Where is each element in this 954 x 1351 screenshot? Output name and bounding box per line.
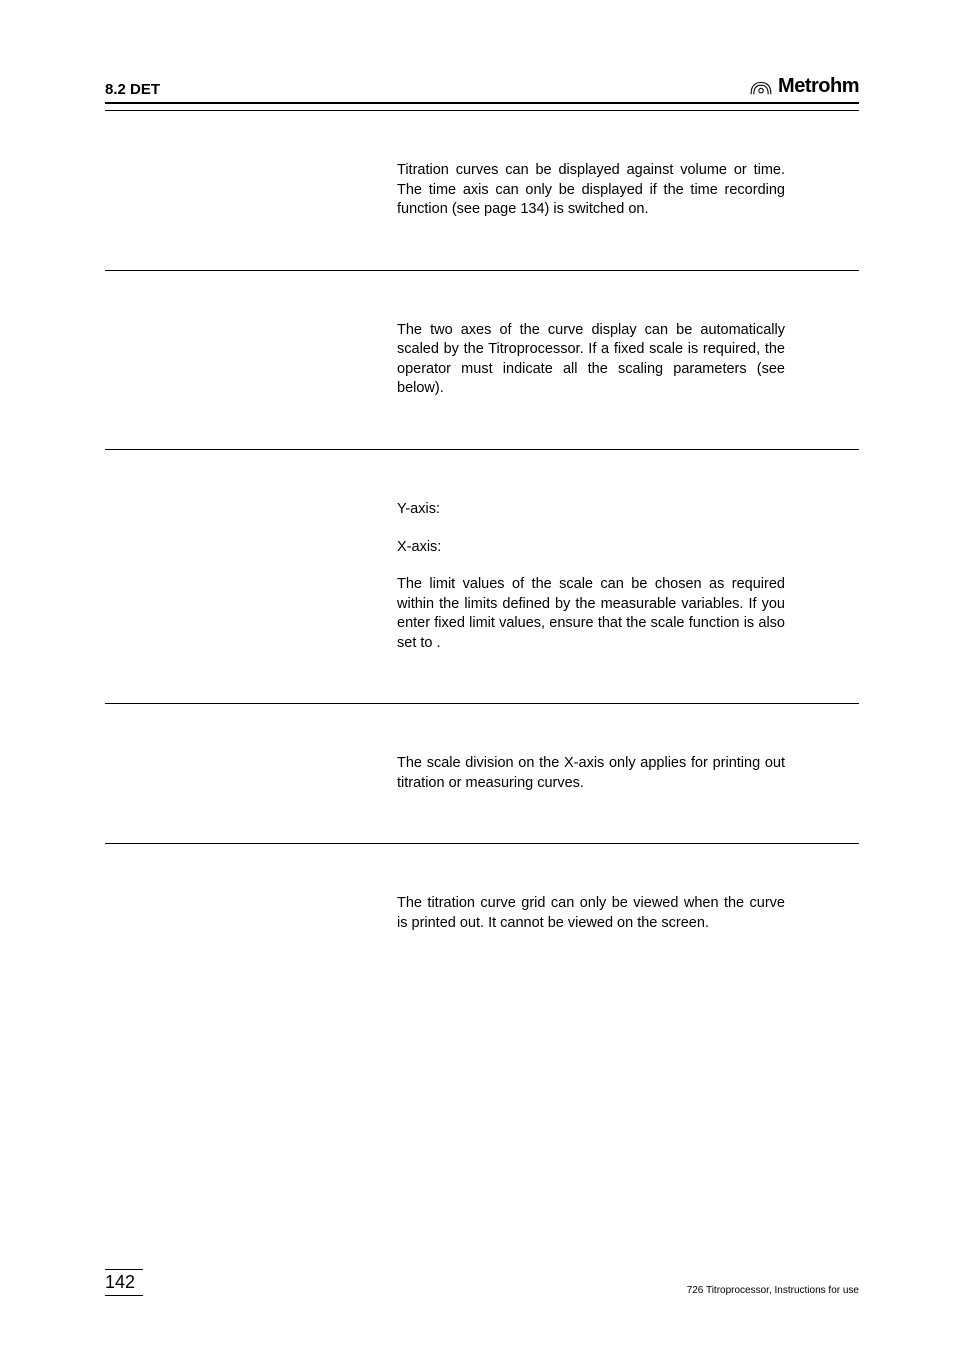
section-4-paragraph: The scale division on the X-axis only ap… <box>397 754 785 793</box>
section-3-line-1: Y-axis: <box>397 500 785 520</box>
section-5: The titration curve grid can only be vie… <box>105 843 859 983</box>
metrohm-logo-icon <box>750 78 772 96</box>
section-3: Y-axis: X-axis: The limit values of the … <box>105 449 859 703</box>
page-content: Titration curves can be displayed agains… <box>105 104 859 984</box>
section-3-line-2: X-axis: <box>397 538 785 558</box>
section-2-paragraph: The two axes of the curve display can be… <box>397 321 785 399</box>
page-number: 142 <box>105 1272 135 1292</box>
section-1-paragraph: Titration curves can be displayed agains… <box>397 161 785 220</box>
section-5-paragraph: The titration curve grid can only be vie… <box>397 894 785 933</box>
page-footer: 142 726 Titroprocessor, Instructions for… <box>105 1269 859 1296</box>
footer-doc-title: 726 Titroprocessor, Instructions for use <box>687 1285 859 1296</box>
section-4: The scale division on the X-axis only ap… <box>105 703 859 843</box>
brand-name: Metrohm <box>778 75 859 98</box>
section-2: The two axes of the curve display can be… <box>105 270 859 449</box>
page-header: 8.2 DET Metrohm <box>105 75 859 104</box>
section-3-paragraph: The limit values of the scale can be cho… <box>397 575 785 653</box>
brand-logo: Metrohm <box>750 75 859 98</box>
section-1: Titration curves can be displayed agains… <box>105 110 859 270</box>
document-page: 8.2 DET Metrohm Titration curves can be … <box>0 0 954 1351</box>
section-number: 8.2 DET <box>105 81 160 98</box>
page-number-box: 142 <box>105 1269 143 1296</box>
